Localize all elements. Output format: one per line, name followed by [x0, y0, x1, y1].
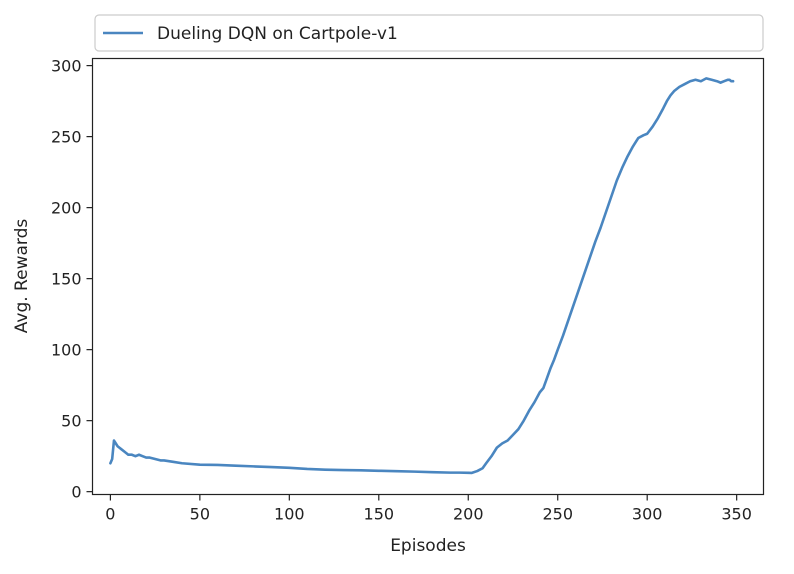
y-tick-label: 150: [51, 270, 82, 289]
x-tick-label: 150: [364, 505, 395, 524]
plot-area-frame: [91, 57, 765, 496]
x-axis-label: Episodes: [390, 536, 466, 556]
y-axis-label: Avg. Rewards: [12, 219, 32, 334]
x-tick-label: 50: [190, 505, 210, 524]
x-tick-label: 250: [542, 505, 573, 524]
series-layer: [109, 77, 735, 475]
legend: Dueling DQN on Cartpole-v1: [94, 14, 764, 52]
y-axis: 0 50 100 150 200 250 300: [51, 57, 93, 502]
x-tick-label: 350: [721, 505, 752, 524]
x-tick-label: 0: [105, 505, 115, 524]
x-tick-label: 300: [632, 505, 663, 524]
x-tick-label: 200: [453, 505, 484, 524]
y-tick-label: 200: [51, 199, 82, 218]
series-line: [109, 77, 735, 475]
legend-entry-label: Dueling DQN on Cartpole-v1: [157, 24, 398, 44]
y-tick-label: 250: [51, 128, 82, 147]
y-tick-label: 0: [71, 483, 81, 502]
y-tick-label: 100: [51, 341, 82, 360]
y-tick-label: 300: [51, 57, 82, 76]
x-axis: 0 50 100 150 200 250 300 350: [105, 494, 752, 524]
legend-box: [94, 14, 764, 52]
x-tick-label: 100: [274, 505, 305, 524]
y-tick-label: 50: [61, 412, 81, 431]
